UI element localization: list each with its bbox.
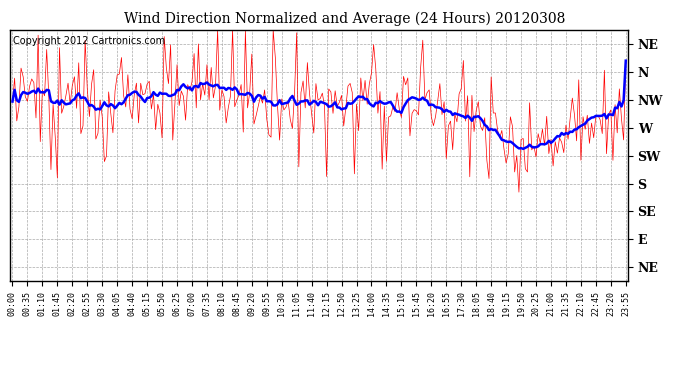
Text: Copyright 2012 Cartronics.com: Copyright 2012 Cartronics.com [13,36,166,46]
Text: Wind Direction Normalized and Average (24 Hours) 20120308: Wind Direction Normalized and Average (2… [124,11,566,26]
